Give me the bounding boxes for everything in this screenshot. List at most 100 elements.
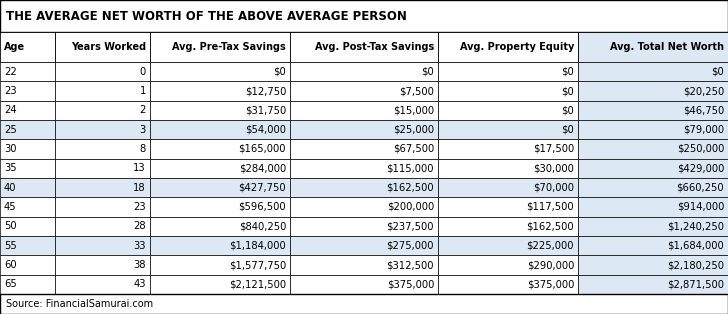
Bar bbox=[578, 236, 728, 255]
Text: $1,577,750: $1,577,750 bbox=[229, 260, 286, 270]
Bar bbox=[55, 32, 150, 62]
Text: $375,000: $375,000 bbox=[526, 279, 574, 289]
Bar bbox=[0, 81, 55, 101]
Bar bbox=[150, 32, 290, 62]
Text: $79,000: $79,000 bbox=[683, 125, 724, 135]
Bar bbox=[438, 81, 578, 101]
Bar bbox=[290, 139, 438, 159]
Bar bbox=[0, 255, 55, 275]
Text: 8: 8 bbox=[140, 144, 146, 154]
Text: $46,750: $46,750 bbox=[683, 105, 724, 115]
Bar bbox=[290, 159, 438, 178]
Bar bbox=[0, 159, 55, 178]
Text: $20,250: $20,250 bbox=[683, 86, 724, 96]
Bar bbox=[150, 178, 290, 197]
Bar bbox=[0, 294, 728, 314]
Text: 2: 2 bbox=[140, 105, 146, 115]
Text: $67,500: $67,500 bbox=[392, 144, 434, 154]
Bar bbox=[0, 217, 55, 236]
Text: $31,750: $31,750 bbox=[245, 105, 286, 115]
Text: $15,000: $15,000 bbox=[393, 105, 434, 115]
Bar bbox=[290, 62, 438, 81]
Text: $7,500: $7,500 bbox=[399, 86, 434, 96]
Text: $2,871,500: $2,871,500 bbox=[667, 279, 724, 289]
Bar bbox=[0, 101, 55, 120]
Bar bbox=[0, 62, 55, 81]
Text: 43: 43 bbox=[133, 279, 146, 289]
Text: 22: 22 bbox=[4, 67, 17, 77]
Bar bbox=[0, 236, 55, 255]
Bar bbox=[438, 275, 578, 294]
Text: $290,000: $290,000 bbox=[526, 260, 574, 270]
Text: $115,000: $115,000 bbox=[387, 163, 434, 173]
Text: 23: 23 bbox=[133, 202, 146, 212]
Text: $162,500: $162,500 bbox=[526, 221, 574, 231]
Bar bbox=[55, 159, 150, 178]
Text: $0: $0 bbox=[561, 125, 574, 135]
Bar bbox=[55, 236, 150, 255]
Text: $0: $0 bbox=[561, 67, 574, 77]
Bar bbox=[150, 139, 290, 159]
Text: Avg. Property Equity: Avg. Property Equity bbox=[459, 42, 574, 52]
Text: $0: $0 bbox=[561, 105, 574, 115]
Bar bbox=[438, 101, 578, 120]
Bar bbox=[150, 275, 290, 294]
Bar bbox=[55, 255, 150, 275]
Text: 50: 50 bbox=[4, 221, 17, 231]
Text: Years Worked: Years Worked bbox=[71, 42, 146, 52]
Text: 13: 13 bbox=[133, 163, 146, 173]
Text: 65: 65 bbox=[4, 279, 17, 289]
Bar bbox=[578, 32, 728, 62]
Text: 0: 0 bbox=[140, 67, 146, 77]
Text: $0: $0 bbox=[273, 67, 286, 77]
Text: Avg. Total Net Worth: Avg. Total Net Worth bbox=[610, 42, 724, 52]
Bar bbox=[438, 62, 578, 81]
Text: 23: 23 bbox=[4, 86, 17, 96]
Bar bbox=[0, 120, 55, 139]
Text: $117,500: $117,500 bbox=[526, 202, 574, 212]
Text: $2,121,500: $2,121,500 bbox=[229, 279, 286, 289]
Text: 25: 25 bbox=[4, 125, 17, 135]
Text: 1: 1 bbox=[140, 86, 146, 96]
Text: 18: 18 bbox=[133, 183, 146, 193]
Text: $162,500: $162,500 bbox=[387, 183, 434, 193]
Bar bbox=[578, 217, 728, 236]
Bar bbox=[55, 120, 150, 139]
Bar bbox=[0, 0, 728, 32]
Text: 60: 60 bbox=[4, 260, 17, 270]
Text: $660,250: $660,250 bbox=[676, 183, 724, 193]
Text: $30,000: $30,000 bbox=[533, 163, 574, 173]
Text: $25,000: $25,000 bbox=[393, 125, 434, 135]
Text: $54,000: $54,000 bbox=[245, 125, 286, 135]
Text: 38: 38 bbox=[133, 260, 146, 270]
Bar bbox=[290, 275, 438, 294]
Bar bbox=[0, 139, 55, 159]
Text: $200,000: $200,000 bbox=[387, 202, 434, 212]
Bar bbox=[438, 236, 578, 255]
Bar bbox=[0, 197, 55, 217]
Bar bbox=[578, 81, 728, 101]
Bar bbox=[150, 101, 290, 120]
Bar bbox=[150, 81, 290, 101]
Bar bbox=[438, 197, 578, 217]
Bar bbox=[578, 197, 728, 217]
Text: $375,000: $375,000 bbox=[387, 279, 434, 289]
Bar bbox=[290, 255, 438, 275]
Text: $1,184,000: $1,184,000 bbox=[229, 241, 286, 251]
Bar bbox=[55, 101, 150, 120]
Bar bbox=[438, 159, 578, 178]
Text: $0: $0 bbox=[422, 67, 434, 77]
Text: 55: 55 bbox=[4, 241, 17, 251]
Text: $1,240,250: $1,240,250 bbox=[667, 221, 724, 231]
Bar bbox=[150, 236, 290, 255]
Bar bbox=[578, 120, 728, 139]
Text: $1,684,000: $1,684,000 bbox=[668, 241, 724, 251]
Bar bbox=[150, 120, 290, 139]
Bar bbox=[578, 62, 728, 81]
Text: $275,000: $275,000 bbox=[387, 241, 434, 251]
Text: $914,000: $914,000 bbox=[676, 202, 724, 212]
Bar bbox=[578, 101, 728, 120]
Bar bbox=[290, 197, 438, 217]
Text: $70,000: $70,000 bbox=[533, 183, 574, 193]
Text: Avg. Post-Tax Savings: Avg. Post-Tax Savings bbox=[314, 42, 434, 52]
